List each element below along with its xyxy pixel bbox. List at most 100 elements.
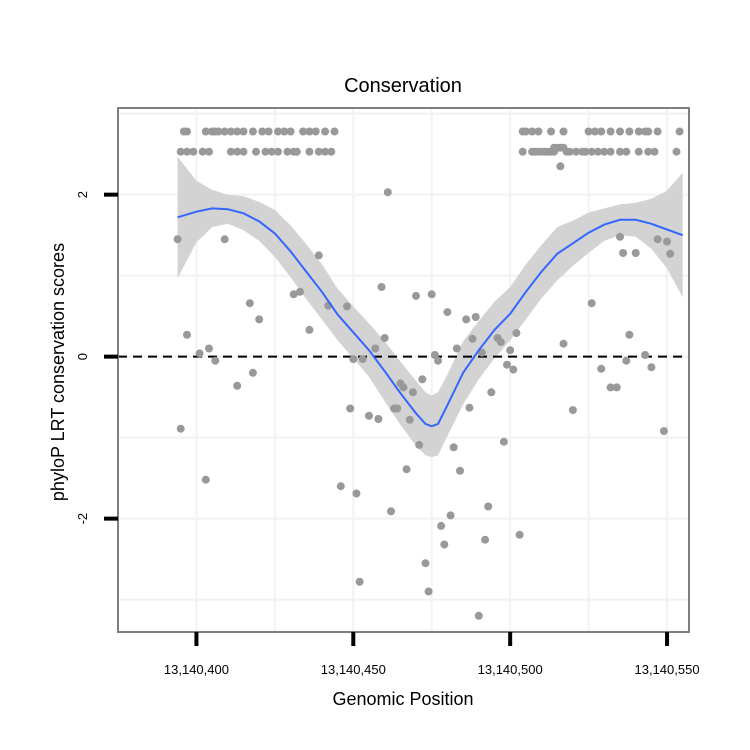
data-point [255,315,264,324]
data-point [205,344,213,353]
data-point [616,127,624,136]
data-point [443,308,452,317]
data-point [383,188,392,197]
data-point [449,443,458,452]
data-point [183,127,191,136]
y-tick-label: 0 [75,353,90,360]
data-point [226,127,235,136]
data-point [374,415,383,423]
data-point [521,127,530,136]
data-point [559,339,568,348]
data-point [587,147,596,156]
data-point [584,127,593,136]
data-point [346,404,355,413]
data-point [314,251,323,260]
data-point [641,351,650,359]
data-point [462,315,471,324]
data-point [659,427,668,436]
data-point [528,127,537,136]
data-point [327,147,336,156]
x-tick-label: 13,140,500 [478,662,543,677]
data-point [289,290,298,299]
data-point [622,356,631,365]
data-point [634,127,643,136]
data-point [606,147,615,156]
data-point [594,147,602,156]
data-point [296,287,304,296]
data-point [292,147,301,156]
data-point [528,147,537,156]
data-point [496,338,505,347]
data-point [666,249,675,258]
data-point [415,440,424,449]
data-point [559,127,568,136]
data-point [556,162,565,171]
data-point [393,404,402,413]
y-tick-label: 2 [75,191,90,198]
data-point [239,127,248,136]
x-axis-label: Genomic Position [332,689,473,709]
x-tick-label: 13,140,450 [321,662,386,677]
data-point [619,249,628,257]
data-point [616,232,624,241]
data-point [233,147,242,156]
plot-panel-border [117,107,690,633]
data-point [634,147,643,156]
y-tick-label: -2 [75,513,90,525]
data-point [286,127,295,136]
data-point [456,466,464,475]
data-point [264,127,273,136]
data-point [434,356,442,365]
data-point [663,237,671,246]
data-point [321,147,330,156]
data-point [481,535,490,544]
data-point [446,511,455,520]
data-point [205,147,213,156]
data-point [211,356,220,365]
data-point [616,147,624,156]
data-point [452,344,461,353]
data-point [468,334,477,343]
data-point [349,355,358,364]
data-point [274,147,282,156]
data-point [233,381,242,390]
data-point [675,127,684,136]
data-point [518,147,527,156]
data-point [437,521,446,530]
data-point [280,127,289,136]
data-point [371,344,380,353]
data-point [606,127,615,136]
data-point [239,147,248,156]
data-point [365,411,373,420]
data-point [176,147,185,156]
data-point [183,147,191,156]
data-point [653,235,662,244]
data-point [220,127,229,136]
data-point [606,383,615,392]
data-point [387,507,395,516]
data-point [183,330,191,339]
data-point [321,127,330,136]
data-point [299,127,308,136]
data-point [499,437,508,446]
chart-title: Conservation [344,75,462,97]
x-tick-label: 13,140,550 [634,662,699,677]
data-point [597,364,606,373]
data-point [484,502,493,511]
data-point [220,235,229,244]
data-point [440,540,449,549]
data-point [650,147,659,156]
data-point [377,283,386,291]
data-point [314,147,323,156]
data-point [248,127,257,136]
data-point [465,403,474,412]
data-points [173,127,684,620]
data-point [195,349,204,358]
data-point [600,147,609,156]
data-point [506,346,515,355]
data-point [176,424,185,433]
data-point [358,355,367,364]
data-point [258,127,267,136]
data-point [587,299,596,308]
